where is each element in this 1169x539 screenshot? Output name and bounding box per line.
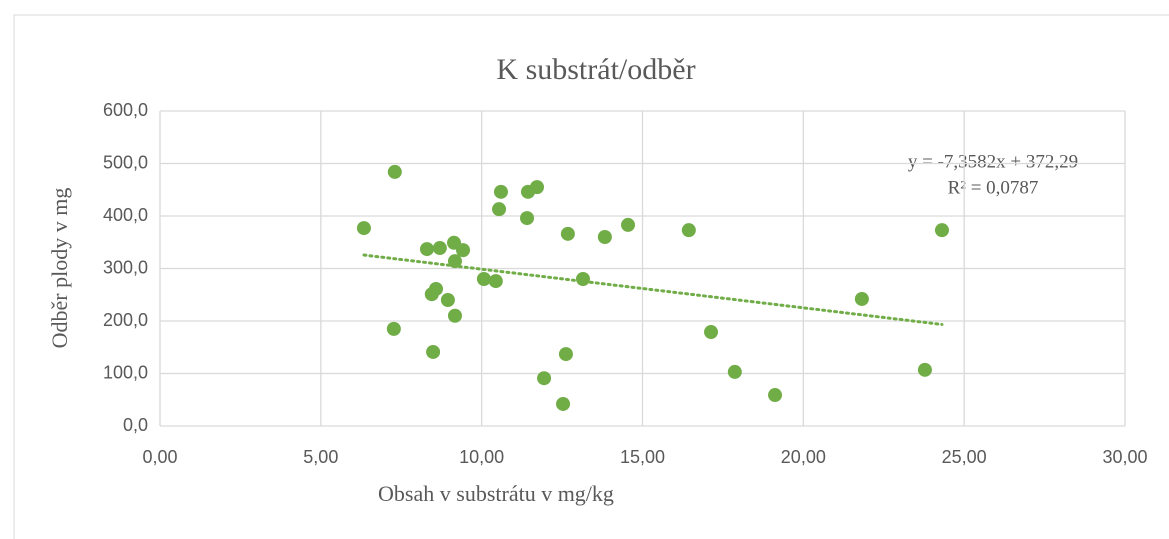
data-point (560, 226, 575, 241)
data-point (493, 184, 508, 199)
chart-border (13, 14, 1169, 539)
data-point (447, 308, 462, 323)
x-tick-label: 20,00 (781, 447, 826, 467)
trendline (362, 253, 944, 326)
data-point (681, 223, 696, 238)
data-point (556, 396, 571, 411)
x-axis-title: Obsah v substrátu v mg/kg (378, 481, 614, 506)
x-tick-label: 0,00 (142, 447, 177, 467)
data-point (704, 325, 719, 340)
data-point (447, 254, 462, 269)
data-point (387, 164, 402, 179)
data-point (621, 217, 636, 232)
data-point (488, 274, 503, 289)
data-point (424, 287, 439, 302)
x-tick-label: 15,00 (620, 447, 665, 467)
data-point (575, 272, 590, 286)
data-point (419, 242, 434, 257)
x-tick-label: 30,00 (1102, 447, 1147, 467)
trend-equation: y = -7,3582x + 372,29 (908, 151, 1078, 172)
x-tick-label: 10,00 (459, 447, 504, 467)
data-point (356, 221, 371, 236)
y-tick-label: 400,0 (103, 205, 148, 225)
data-point (529, 180, 544, 195)
data-point (934, 223, 949, 238)
data-point (854, 291, 869, 306)
y-tick-label: 0,0 (123, 415, 148, 435)
data-point (440, 293, 455, 307)
data-point (597, 230, 612, 244)
y-tick-label: 300,0 (103, 257, 148, 277)
data-point (917, 362, 932, 377)
y-tick-label: 100,0 (103, 362, 148, 382)
data-point (558, 347, 573, 362)
data-point (476, 272, 491, 286)
data-point (537, 371, 552, 386)
data-point (520, 211, 535, 226)
x-tick-label: 25,00 (942, 447, 987, 467)
x-tick-label: 5,00 (303, 447, 338, 467)
y-tick-label: 200,0 (103, 310, 148, 330)
data-point (456, 243, 471, 258)
data-point (727, 364, 742, 379)
y-tick-label: 600,0 (103, 100, 148, 120)
y-axis-title: Odběr plody v mg (47, 188, 72, 349)
data-point (386, 321, 401, 336)
trend-r2: R² = 0,0787 (948, 177, 1039, 198)
chart-title: K substrát/odběr (496, 53, 695, 86)
data-point (768, 388, 783, 403)
data-point (432, 241, 447, 256)
data-point (426, 344, 441, 359)
data-point (492, 202, 507, 217)
y-tick-label: 500,0 (103, 152, 148, 172)
